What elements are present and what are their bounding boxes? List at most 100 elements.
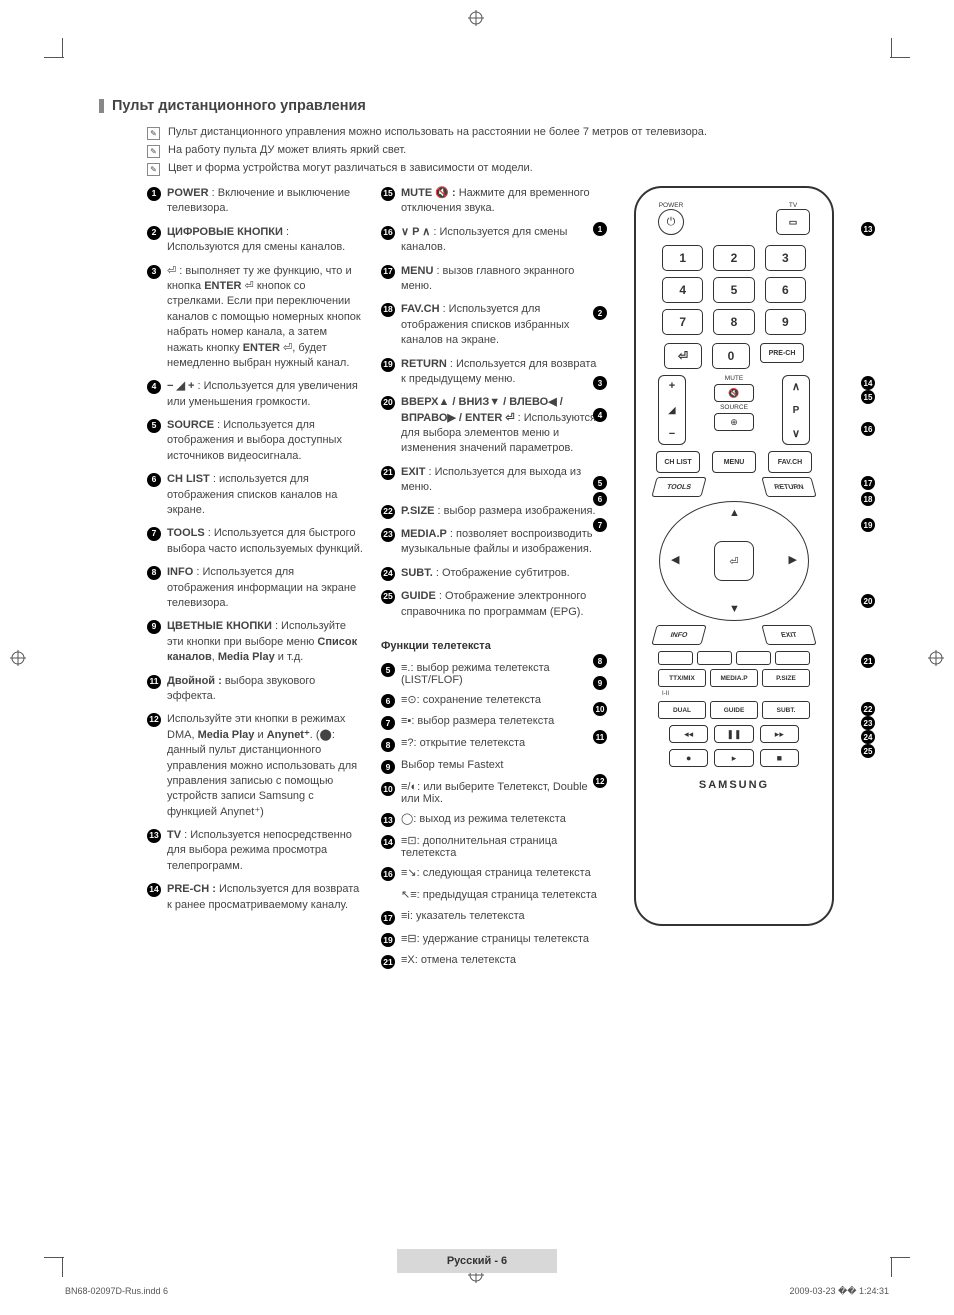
item-desc: CH LIST : используется для отображения с… (167, 472, 363, 518)
list-item: 23 MEDIA.P : позволяет воспроизводить муз… (381, 527, 597, 558)
crop-mark (891, 1257, 892, 1277)
callout-badge: 12 (593, 774, 607, 788)
list-item: 7 TOOLS : Используется для быстрого выбор… (147, 526, 363, 557)
item-desc: Используйте эти кнопки в режимах DMA, Me… (167, 712, 363, 820)
dual-button: DUAL (658, 701, 706, 719)
crop-mark (62, 1257, 63, 1277)
list-item: 20ВВЕРХ▲ / ВНИЗ▼ / ВЛЕВО◀ / ВПРАВО▶ / EN… (381, 395, 597, 457)
callout-badge: 3 (593, 376, 607, 390)
teletext-item: 16≡↘: следующая страница телетекста (381, 866, 597, 881)
crop-mark (890, 1257, 910, 1258)
item-desc: POWER : Включение и выключение телевизор… (167, 186, 363, 217)
notes-list: ✎ Пульт дистанционного управления можно и… (147, 126, 889, 176)
note-icon: ✎ (147, 163, 160, 176)
teletext-item: 9Выбор темы Fastext (381, 759, 597, 774)
tools-button: TOOLS (651, 477, 706, 497)
item-desc: − ◢ + : Используется для увеличения или … (167, 379, 363, 410)
source-label: SOURCE (720, 404, 748, 411)
number-badge: 17 (381, 911, 395, 925)
number-badge: 22 (381, 505, 395, 519)
favch-button: FAV.CH (768, 451, 812, 473)
rewind-icon: ◂◂ (669, 725, 708, 743)
brand-label: SAMSUNG (648, 779, 820, 791)
teletext-item: 17≡i: указатель телетекста (381, 910, 597, 925)
number-badge: 1 (147, 187, 161, 201)
play-icon: ▸ (714, 749, 753, 767)
power-button-icon: ⏻ (658, 209, 684, 235)
enter-key-icon: ⏎ (664, 343, 702, 369)
teletext-desc: ◯: выход из режима телетекста (401, 812, 597, 825)
item-desc: TOOLS : Используется для быстрого выбора… (167, 526, 363, 557)
keypad: 123456789 (662, 245, 806, 335)
number-badge: 18 (381, 303, 395, 317)
number-badge: 14 (381, 835, 395, 849)
number-badge: 7 (147, 527, 161, 541)
list-item: 3⏎ : выполняет ту же функцию, что и кноп… (147, 264, 363, 372)
number-badge: 5 (147, 419, 161, 433)
list-item: 19 RETURN : Используется для возврата к п… (381, 357, 597, 388)
color-button (775, 651, 810, 665)
item-desc: ЦИФРОВЫЕ КНОПКИ : Используются для смены… (167, 225, 363, 256)
list-item: 6CH LIST : используется для отображения … (147, 472, 363, 518)
digit-key: 6 (765, 277, 806, 303)
item-desc: FAV.CH : Используется для отображения сп… (401, 302, 597, 348)
callout-badge: 13 (861, 222, 875, 236)
teletext-desc: ≡X: отмена телетекста (401, 954, 597, 966)
list-item: 24SUBT. : Отображение субтитров. (381, 566, 597, 581)
item-desc: TV : Используется непосредственно для вы… (167, 828, 363, 874)
footer-row: BN68-02097D-Rus.indd 6 2009-03-23 �� 1:2… (65, 1286, 889, 1297)
note-text: Цвет и форма устройства могут различатьс… (168, 162, 533, 174)
list-item: 17MENU : вызов главного экранного меню. (381, 264, 597, 295)
digit-key: 4 (662, 277, 703, 303)
note-row: ✎ Цвет и форма устройства могут различать… (147, 162, 889, 176)
number-badge: 10 (381, 782, 395, 796)
item-desc: SOURCE : Используется для отображения и … (167, 418, 363, 464)
item-desc: RETURN : Используется для возврата к пре… (401, 357, 597, 388)
callout-badge: 15 (861, 390, 875, 404)
list-item: 16∨ P ∧ : Используется для смены каналов… (381, 225, 597, 256)
callout-badge: 16 (861, 422, 875, 436)
callout-badge: 18 (861, 492, 875, 506)
ch-up: ∧ (792, 380, 800, 393)
digit-key: 9 (765, 309, 806, 335)
prech-key: PRE-CH (760, 343, 804, 363)
chlist-button: CH LIST (656, 451, 700, 473)
crop-mark (44, 1257, 64, 1258)
channel-rocker: ∧ P ∨ (782, 375, 810, 445)
number-badge: 20 (381, 396, 395, 410)
teletext-item: 5≡.: выбор режима телетекста (LIST/FLOF) (381, 662, 597, 686)
remote-diagram: POWER ⏻ TV ▭ 123456789 ⏎ 0 PRE-CH (634, 186, 834, 926)
list-item: 2 ЦИФРОВЫЕ КНОПКИ : Используются для смен… (147, 225, 363, 256)
number-badge: 23 (381, 528, 395, 542)
callout-badge: 10 (593, 702, 607, 716)
teletext-desc: Выбор темы Fastext (401, 759, 597, 771)
callout-badge: 22 (861, 702, 875, 716)
item-desc: PRE-CH : Используется для возврата к ран… (167, 882, 363, 913)
page-title: Пульт дистанционного управления (112, 98, 366, 114)
number-badge: 14 (147, 883, 161, 897)
teletext-item: 14≡⊡: дополнительная страница телетекста (381, 834, 597, 859)
item-desc: MEDIA.P : позволяет воспроизводить музык… (401, 527, 597, 558)
number-badge: 19 (381, 358, 395, 372)
forward-icon: ▸▸ (760, 725, 799, 743)
callout-badge: 1 (593, 222, 607, 236)
page-number-box: Русский - 6 (397, 1249, 557, 1273)
number-badge: 24 (381, 567, 395, 581)
number-badge: 6 (381, 694, 395, 708)
info-button: INFO (651, 625, 706, 645)
crop-mark (891, 38, 892, 58)
list-item: 21EXIT : Используется для выхода из меню… (381, 465, 597, 496)
teletext-desc: ≡?: открытие телетекста (401, 737, 597, 749)
callout-badge: 19 (861, 518, 875, 532)
mute-button-icon: 🔇 (714, 384, 754, 402)
teletext-item: 13◯: выход из режима телетекста (381, 812, 597, 827)
teletext-desc: ≡↘: следующая страница телетекста (401, 866, 597, 879)
note-text: Пульт дистанционного управления можно ис… (168, 126, 707, 138)
teletext-desc: ≡.: выбор режима телетекста (LIST/FLOF) (401, 662, 597, 686)
volume-rocker: + ◢ − (658, 375, 686, 445)
guide-button: GUIDE (710, 701, 758, 719)
callout-badge: 4 (593, 408, 607, 422)
return-button: RETURN (761, 477, 816, 497)
teletext-item: 19≡⊟: удержание страницы телетекста (381, 932, 597, 947)
number-badge: 2 (147, 226, 161, 240)
